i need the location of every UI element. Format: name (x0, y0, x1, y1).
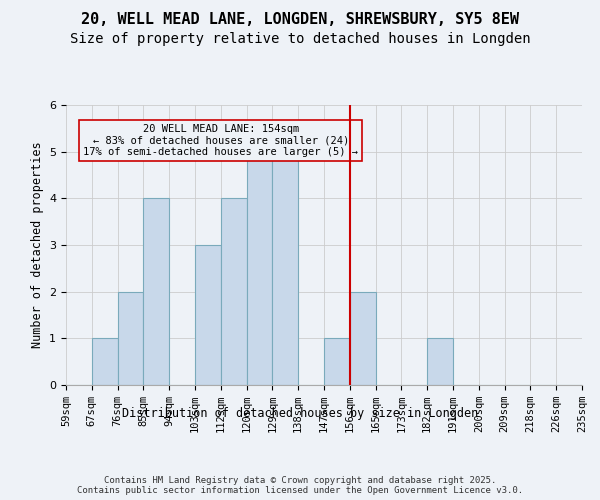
Text: 20, WELL MEAD LANE, LONGDEN, SHREWSBURY, SY5 8EW: 20, WELL MEAD LANE, LONGDEN, SHREWSBURY,… (81, 12, 519, 28)
Bar (324, 338, 350, 385)
Y-axis label: Number of detached properties: Number of detached properties (31, 142, 44, 348)
Bar (143, 198, 169, 385)
Bar (118, 292, 143, 385)
Text: Distribution of detached houses by size in Longden: Distribution of detached houses by size … (122, 408, 478, 420)
Bar (427, 338, 453, 385)
Bar (350, 292, 376, 385)
Bar (92, 338, 118, 385)
Text: Size of property relative to detached houses in Longden: Size of property relative to detached ho… (70, 32, 530, 46)
Text: 20 WELL MEAD LANE: 154sqm
← 83% of detached houses are smaller (24)
17% of semi-: 20 WELL MEAD LANE: 154sqm ← 83% of detac… (83, 124, 358, 157)
Bar (272, 152, 298, 385)
Bar (247, 152, 272, 385)
Bar (221, 198, 247, 385)
Bar (195, 245, 221, 385)
Text: Contains HM Land Registry data © Crown copyright and database right 2025.
Contai: Contains HM Land Registry data © Crown c… (77, 476, 523, 495)
